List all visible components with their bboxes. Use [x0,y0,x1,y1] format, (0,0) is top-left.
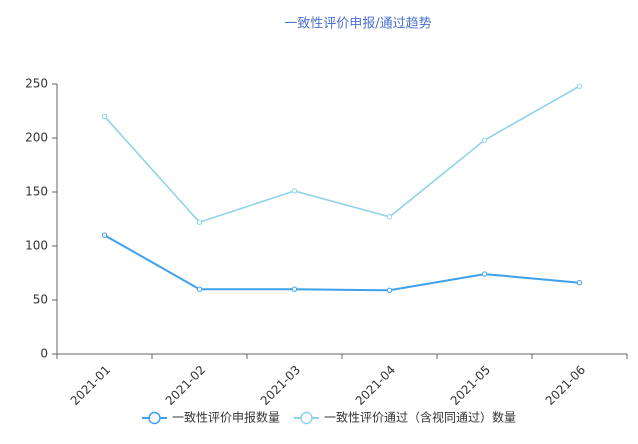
point [291,286,298,292]
point [291,188,298,194]
chart-title: 一致性评价申报/通过趋势 [284,16,431,32]
legend-marker [148,411,161,425]
y-tick-label: 250 [25,77,48,91]
x-tick-label: 2021-01 [68,363,113,408]
x-tick-label: 2021-05 [448,363,493,408]
line [104,234,580,292]
point [481,137,488,143]
point [576,83,583,89]
point [101,113,108,120]
x-tick-label: 2021-04 [353,363,398,408]
point [386,287,393,293]
x-tick-label: 2021-03 [258,363,303,408]
point [101,232,108,238]
y-tick-label: 0 [40,347,48,361]
legend-label: 一致性评价申报数量 [172,410,280,425]
point [386,214,393,220]
point [196,219,203,225]
x-tick-label: 2021-02 [163,363,208,408]
y-tick-label: 50 [33,293,48,307]
legend-marker [300,411,313,425]
legend-label: 一致性评价通过（含视同通过）数量 [324,410,516,425]
point [196,286,203,292]
y-tick-label: 200 [25,131,48,145]
y-tick-label: 150 [25,185,48,199]
point [576,280,583,286]
x-tick-label: 2021-06 [543,363,588,408]
line [103,85,580,224]
point [481,271,488,277]
y-tick-label: 100 [25,239,48,253]
